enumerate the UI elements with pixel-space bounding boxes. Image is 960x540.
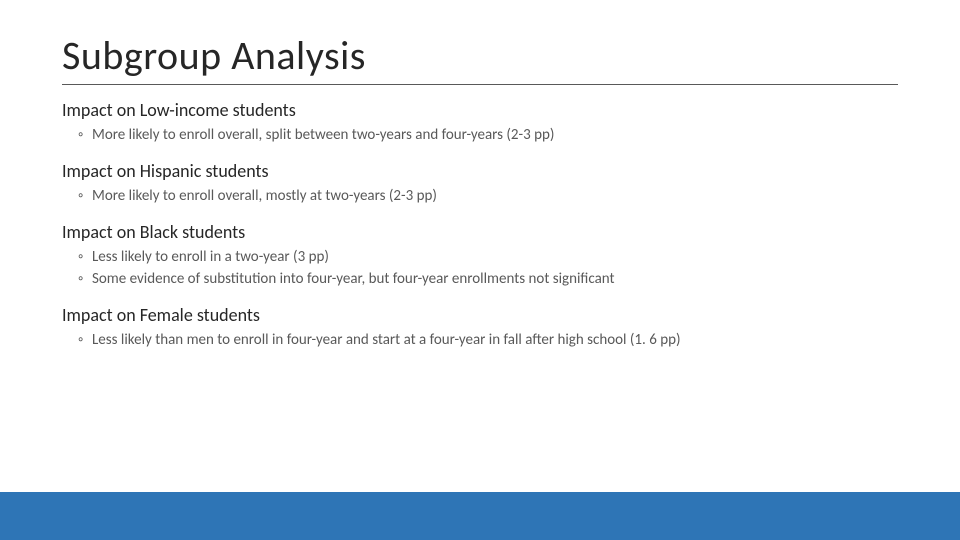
slide-title: Subgroup Analysis (62, 34, 898, 85)
section-hispanic: Impact on Hispanic students More likely … (62, 160, 898, 207)
section-female: Impact on Female students Less likely th… (62, 304, 898, 351)
bullet-item: More likely to enroll overall, split bet… (78, 125, 898, 146)
section-heading: Impact on Black students (62, 221, 898, 243)
bullet-list: More likely to enroll overall, mostly at… (62, 186, 898, 207)
section-heading: Impact on Hispanic students (62, 160, 898, 182)
section-black: Impact on Black students Less likely to … (62, 221, 898, 290)
bullet-item: Less likely than men to enroll in four-y… (78, 330, 898, 351)
bullet-item: More likely to enroll overall, mostly at… (78, 186, 898, 207)
bullet-item: Some evidence of substitution into four-… (78, 269, 898, 290)
slide: Subgroup Analysis Impact on Low-income s… (0, 0, 960, 540)
bullet-list: Less likely than men to enroll in four-y… (62, 330, 898, 351)
bullet-item: Less likely to enroll in a two-year (3 p… (78, 247, 898, 268)
bullet-list: More likely to enroll overall, split bet… (62, 125, 898, 146)
section-low-income: Impact on Low-income students More likel… (62, 99, 898, 146)
section-heading: Impact on Female students (62, 304, 898, 326)
bottom-accent-bar (0, 492, 960, 540)
section-heading: Impact on Low-income students (62, 99, 898, 121)
slide-content: Subgroup Analysis Impact on Low-income s… (0, 0, 960, 351)
bullet-list: Less likely to enroll in a two-year (3 p… (62, 247, 898, 290)
